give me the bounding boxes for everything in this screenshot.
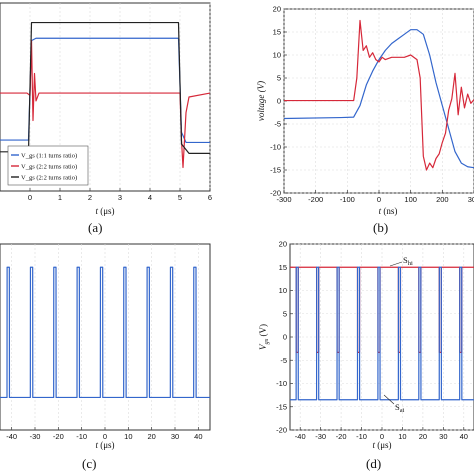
panel-d-ytick-label: 0 [283, 333, 287, 342]
panel-b-xtick-label: 100 [404, 195, 417, 204]
panel-d-label: (d) [366, 456, 381, 471]
panel-a-xtick-label: 4 [148, 193, 152, 202]
panel-d-annotation-shi-pointer [389, 261, 403, 267]
panel-c-xtick-label: -30 [30, 432, 41, 441]
panel-d-annotation-sai-pointer [383, 394, 395, 405]
panel-c-xtick-label: 40 [194, 432, 202, 441]
panel-c-xtick-label: -20 [53, 432, 64, 441]
panel-b-xtick-label: 200 [436, 195, 449, 204]
panel-b-ytick-label: -20 [270, 189, 281, 198]
panel-b-ytick-label: 5 [277, 74, 281, 83]
panel-d-annotation-shi: Shi [403, 255, 413, 267]
panel-b-ytick-label: -5 [274, 120, 281, 129]
panel-d-series-line-2 [290, 266, 474, 401]
panel-b: -300 -200 -100 0 100 200 300 -20 -15 -10 -5 0 5 10 15 2… [256, 5, 474, 235]
panel-c-xtick-label: 20 [147, 432, 155, 441]
panel-b-label: (b) [373, 220, 388, 235]
panel-d-xtick-label: 0 [380, 432, 384, 441]
panel-a: 0 1 2 3 4 5 6 V_gs (1:1 turns ratio) V_gs (2:2… [0, 2, 212, 235]
panel-d-ytick-label: -15 [276, 402, 287, 411]
panel-a-xtick-label: 2 [88, 193, 92, 202]
panel-b-xtick-label: 0 [377, 195, 381, 204]
panel-b-xtick-label: -300 [276, 195, 291, 204]
panel-a-xtick-label: 5 [178, 193, 182, 202]
panel-d-xtick-label: 10 [398, 432, 406, 441]
panel-c-xlabel: t (μs) [95, 440, 114, 450]
panel-b-series-line-1 [283, 29, 474, 169]
panel-d: -40 -30 -20 -10 0 10 20 30 40 -20 -15 -10 -5 0 5 10 15 20… [258, 240, 474, 471]
panel-d-ytick-label: -5 [280, 356, 287, 365]
panel-d-xtick-label: 20 [419, 432, 427, 441]
panel-b-ylabel: voltage (V) [256, 81, 266, 121]
panel-c-xtick-label: 0 [103, 432, 107, 441]
panel-d-xtick-label: -30 [315, 432, 326, 441]
panel-d-ytick-label: 20 [279, 240, 287, 249]
panel-a-xtick-label: 3 [118, 193, 122, 202]
panel-d-annotation-sai: Sai [395, 402, 405, 414]
legend-a-box [7, 145, 89, 186]
panel-c-xtick-label: -10 [76, 432, 87, 441]
panel-b-ytick-label: 0 [277, 97, 281, 106]
panel-a-label: (a) [88, 220, 102, 235]
panel-d-ytick-label: -20 [276, 426, 287, 435]
panel-b-ytick-label: 10 [273, 51, 281, 60]
panel-c-xtick-label: -40 [6, 432, 17, 441]
legend-a-label-2: V_gs (2:2 turns ratio) [21, 164, 77, 171]
panel-d-xlabel: t (μs) [372, 440, 391, 450]
panel-a-xtick-label: 6 [208, 193, 212, 202]
panel-b-xtick-label: -100 [340, 195, 355, 204]
panel-a-xlabel: t (μs) [95, 206, 114, 216]
panel-b-ytick-label: -10 [270, 143, 281, 152]
panel-d-xtick-label: -40 [295, 432, 306, 441]
legend-a: V_gs (1:1 turns ratio) V_gs (2:2 turns r… [7, 145, 89, 186]
panel-d-ytick-label: 15 [279, 263, 287, 272]
panel-c-label: (c) [82, 456, 96, 471]
panel-c-series-line [0, 266, 210, 399]
panel-b-series-line-2 [284, 19, 474, 171]
panel-d-xtick-label: -10 [356, 432, 367, 441]
panel-a-series-line-3 [0, 21, 210, 154]
panel-b-ytick-label: 15 [273, 28, 281, 37]
panel-d-xtick-label: 40 [460, 432, 468, 441]
panel-d-ylabel: Vgs (V) [258, 324, 270, 350]
panel-b-xlabel: t (ns) [379, 206, 398, 216]
legend-a-label-3: V_gs (2:2 turns ratio) [21, 175, 77, 182]
panel-b-xtick-label: -200 [308, 195, 323, 204]
panel-a-xtick-label: 1 [58, 193, 62, 202]
panel-d-ytick-label: 5 [283, 309, 287, 318]
panel-b-ytick-label: 20 [273, 5, 281, 14]
panel-b-ytick-label: -15 [270, 166, 281, 175]
panel-d-xtick-label: -20 [336, 432, 347, 441]
panel-a-xtick-label: 0 [28, 193, 32, 202]
legend-a-label-1: V_gs (1:1 turns ratio) [21, 153, 77, 160]
panel-c-xtick-label: 10 [124, 432, 132, 441]
panel-b-xtick-label: 300 [468, 195, 474, 204]
panel-c: -40 -30 -20 -10 0 10 20 30 40 t (μs) (c) [0, 243, 211, 471]
panel-d-ytick-label: -10 [276, 379, 287, 388]
panel-d-ytick-label: 10 [279, 286, 287, 295]
panel-d-xtick-label: 30 [439, 432, 447, 441]
panel-c-xtick-label: 30 [171, 432, 179, 441]
